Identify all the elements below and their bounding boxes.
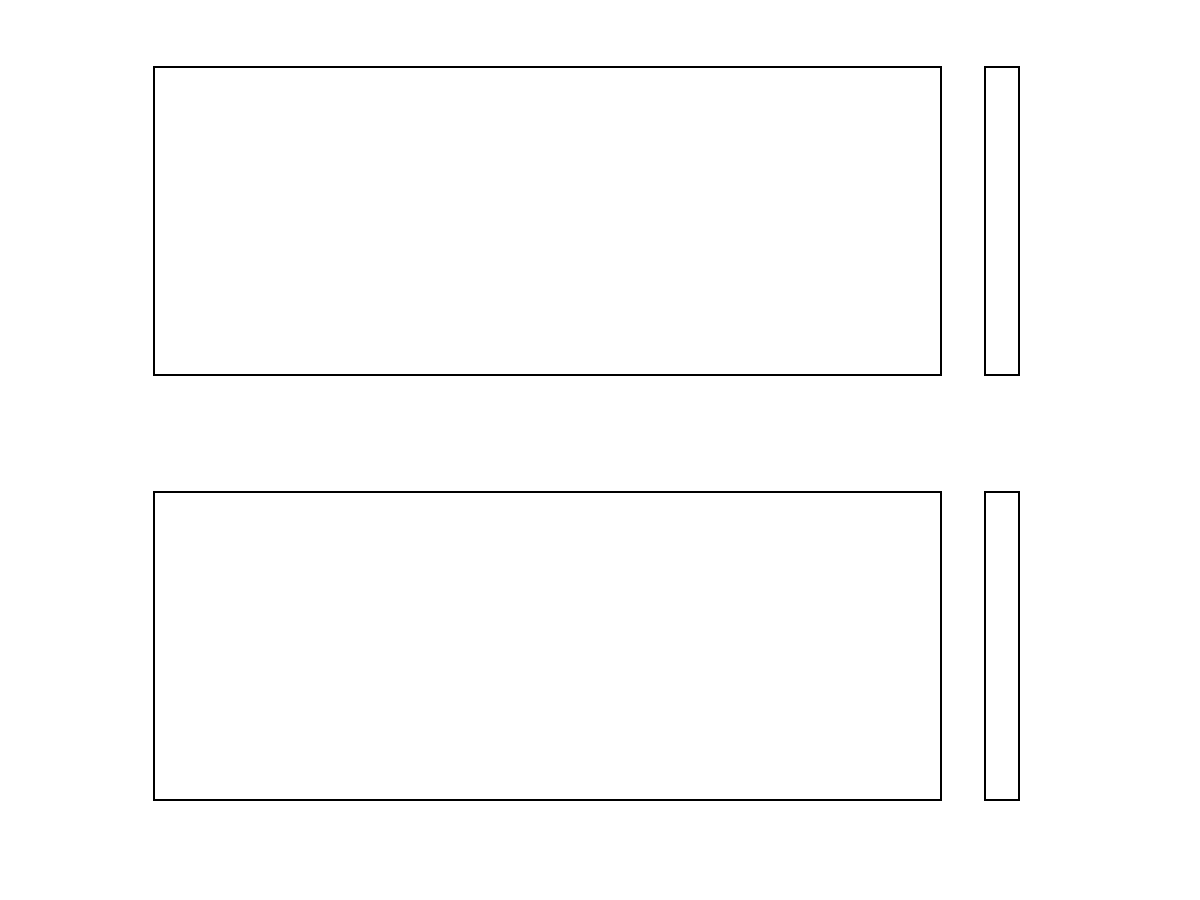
panel2-y-axis-label: [94, 546, 114, 746]
panel1-y-axis-label: [94, 121, 114, 321]
panel1-plot-frame: [153, 66, 942, 376]
panel1-temperature-heatmap: [155, 68, 940, 374]
panel2-humidity-heatmap: [155, 493, 940, 799]
panel2-colorbar: [986, 493, 1018, 799]
panel1-colorbar: [986, 68, 1018, 374]
panel2-colorbar-frame: [984, 491, 1020, 801]
panel2-plot-frame: [153, 491, 942, 801]
panel1-colorbar-frame: [984, 66, 1020, 376]
